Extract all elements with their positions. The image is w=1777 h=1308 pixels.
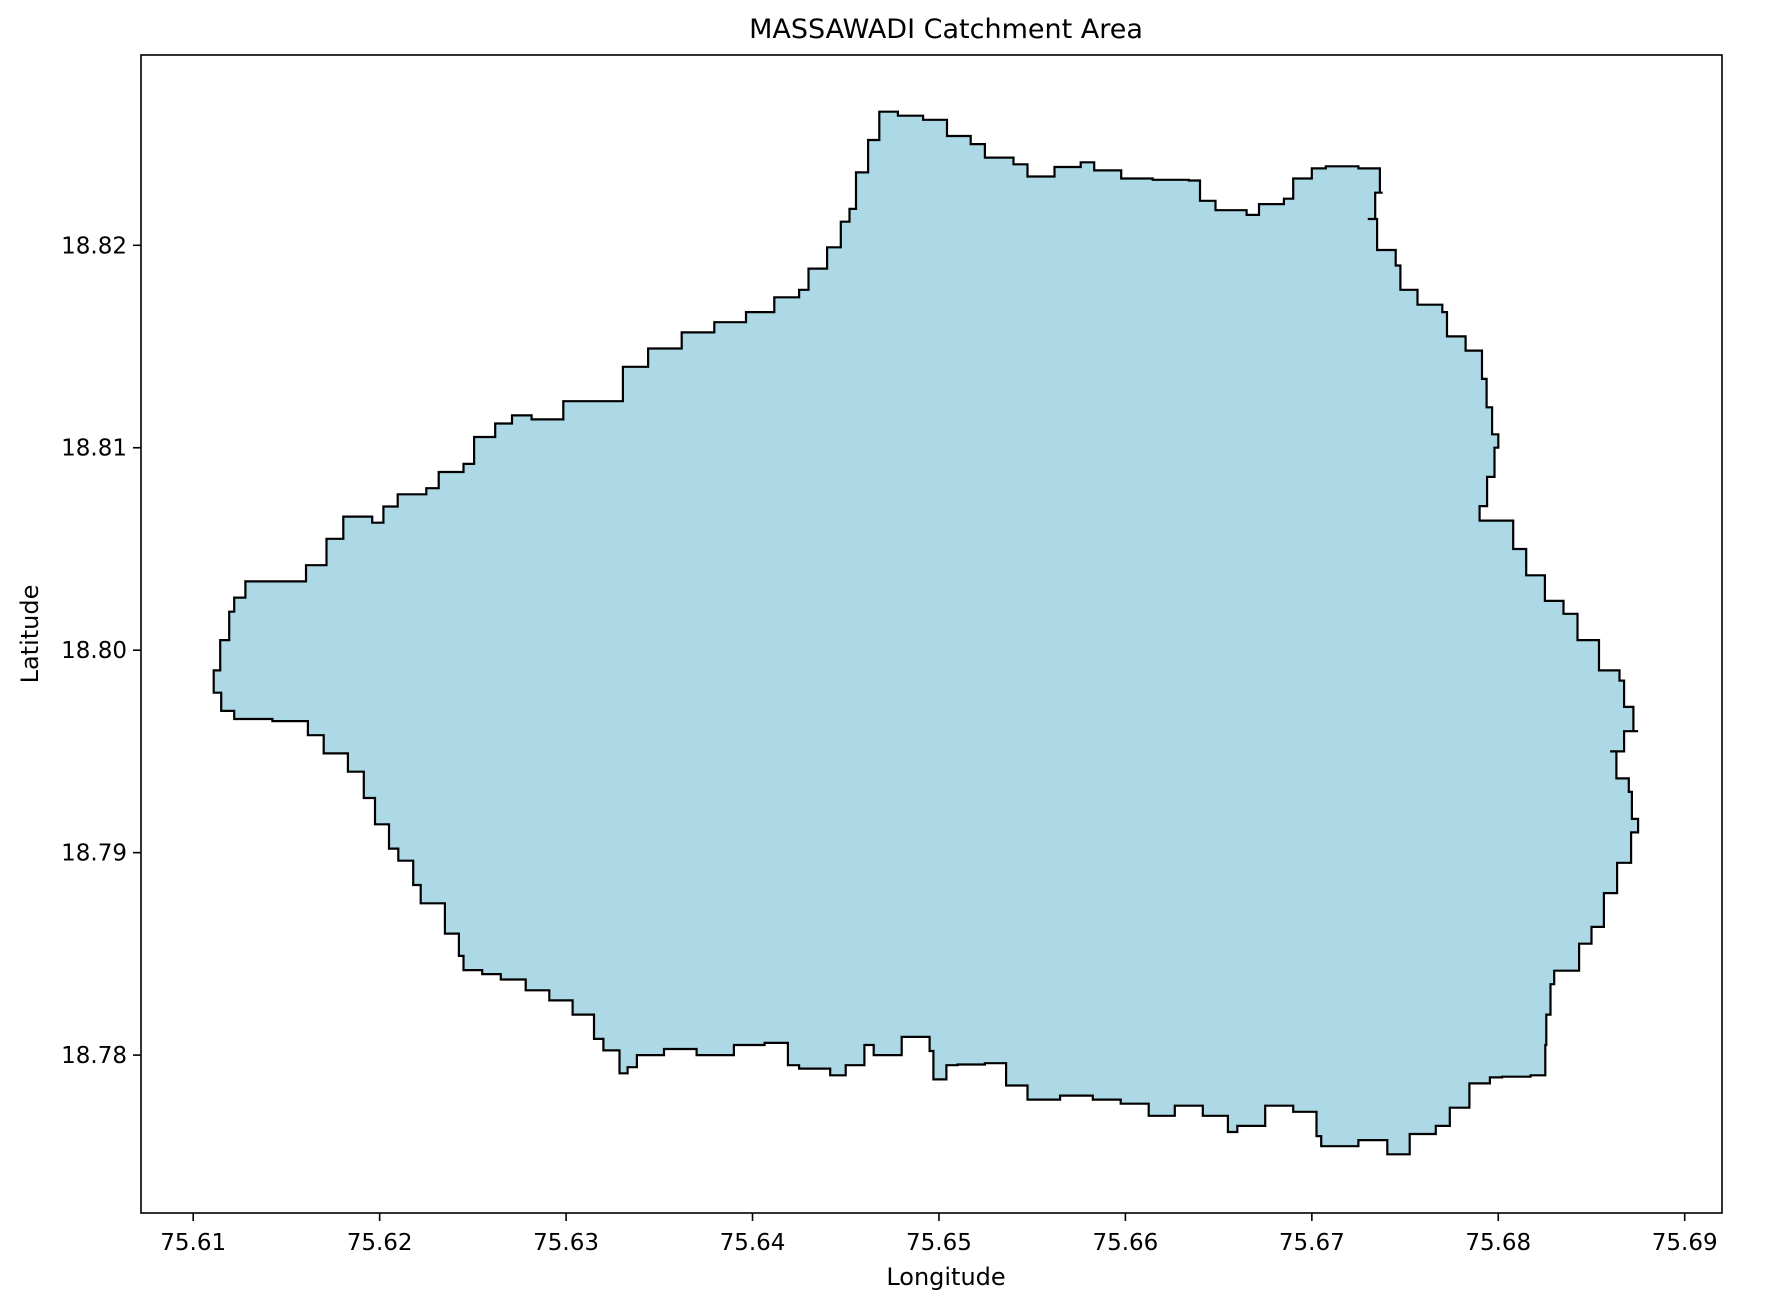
x-axis-label: Longitude: [886, 1263, 1005, 1291]
y-tick-label: 18.82: [61, 233, 127, 259]
x-tick-label: 75.69: [1652, 1230, 1718, 1256]
x-tick-label: 75.61: [160, 1230, 226, 1256]
y-tick-label: 18.78: [61, 1043, 127, 1069]
y-tick-label: 18.80: [61, 638, 127, 664]
x-tick-label: 75.67: [1279, 1230, 1345, 1256]
x-tick-label: 75.68: [1465, 1230, 1531, 1256]
axes-frame: [140, 54, 1723, 1214]
x-tick-label: 75.64: [720, 1230, 786, 1256]
x-tick-label: 75.66: [1092, 1230, 1158, 1256]
y-axis-label: Latitude: [16, 585, 44, 684]
y-axis-ticks: 18.78 18.79 18.80 18.81 18.82: [61, 233, 141, 1069]
x-tick-label: 75.62: [347, 1230, 413, 1256]
y-tick-label: 18.79: [61, 841, 127, 867]
x-tick-label: 75.63: [533, 1230, 599, 1256]
catchment-polygon: [212, 110, 1640, 1156]
chart-title: MASSAWADI Catchment Area: [749, 14, 1143, 45]
x-axis-ticks: 75.61 75.62 75.63 75.64 75.65 75.66 75.67 75.68…: [160, 1213, 1718, 1256]
x-tick-label: 75.65: [906, 1230, 972, 1256]
plot-area: [140, 54, 1723, 1214]
y-tick-label: 18.81: [61, 436, 127, 462]
